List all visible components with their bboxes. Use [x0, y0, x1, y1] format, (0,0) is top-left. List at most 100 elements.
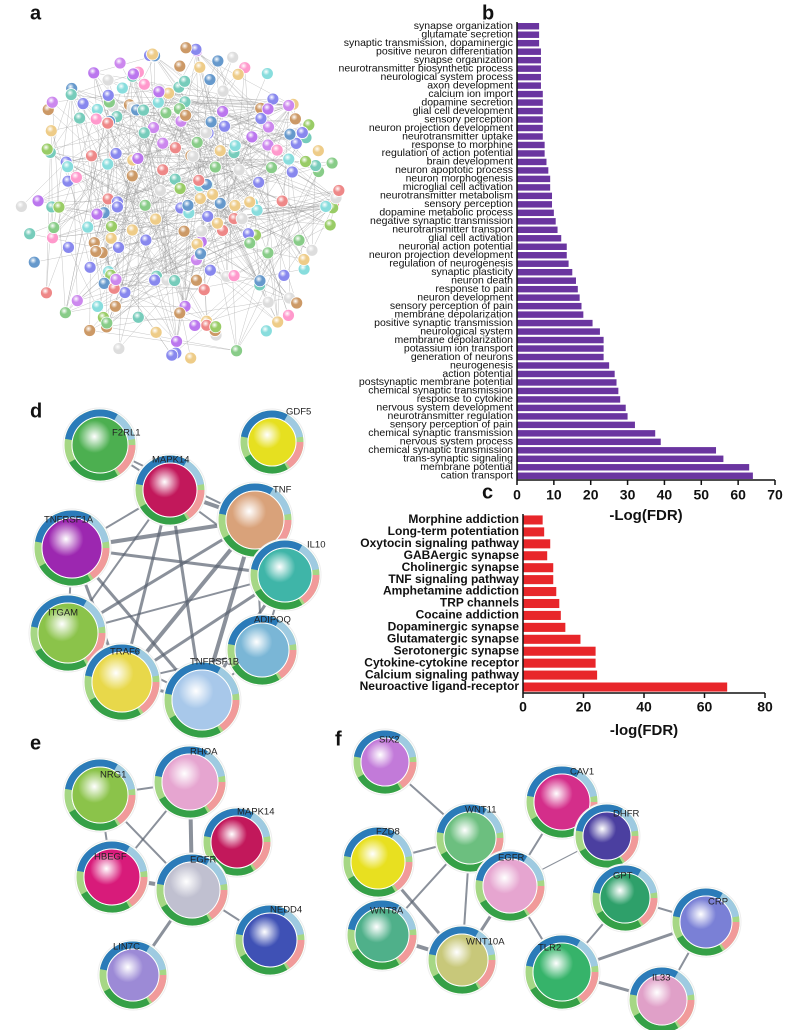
- category-label: neuron development: [417, 291, 513, 303]
- network-node: [44, 124, 58, 138]
- node-ring: [154, 746, 226, 818]
- network-node: [289, 136, 303, 150]
- category-label: Dopaminergic synapse: [388, 620, 520, 634]
- category-label: chemical synaptic transmission: [368, 444, 513, 456]
- network-node: [209, 320, 223, 334]
- node: [532, 942, 592, 1002]
- category-label: TNF signaling pathway: [388, 572, 519, 586]
- network-node: [190, 135, 204, 149]
- network-node: [115, 81, 129, 95]
- node-ring: [227, 615, 297, 685]
- network-node: [184, 351, 198, 365]
- network-node: [259, 324, 273, 338]
- network-edge: [158, 102, 243, 219]
- node-label: ADIPOQ: [254, 615, 291, 626]
- bar: [517, 294, 580, 301]
- network-edge: [53, 132, 145, 228]
- node-ring: [436, 804, 504, 872]
- category-label: Cholinergic synapse: [402, 560, 520, 574]
- category-label: brain development: [427, 156, 513, 168]
- node-ring: [347, 900, 417, 970]
- network-node: [76, 97, 90, 111]
- bar: [517, 455, 724, 463]
- bar: [517, 192, 553, 200]
- x-axis-label: -log(FDR): [610, 722, 678, 739]
- node-ring: [164, 662, 240, 738]
- node-ring: [353, 730, 417, 794]
- network-d: F2RL1 MAPK14 GDF5 TNF TNFRSF1A IL10 ITGAM ADIPO…: [28, 407, 326, 740]
- network-node: [201, 210, 215, 223]
- category-label: sensory perception of pain: [390, 300, 513, 312]
- node-ring: [203, 808, 271, 876]
- network-node: [156, 163, 170, 177]
- bar: [517, 362, 610, 369]
- category-label: chemical synaptic transmission: [368, 427, 513, 439]
- panel-label: c: [482, 481, 493, 503]
- node-ring: [592, 865, 658, 931]
- bar: [523, 670, 598, 680]
- node-ring: [30, 595, 106, 671]
- network-edge: [233, 224, 331, 276]
- network-node: [243, 195, 257, 209]
- network-edge: [124, 110, 144, 293]
- network-node: [206, 187, 220, 201]
- category-label: neurogenesis: [450, 359, 513, 371]
- network-node: [262, 120, 275, 134]
- node-label: TLR2: [538, 943, 561, 954]
- bar: [523, 575, 554, 585]
- network-node: [27, 255, 41, 269]
- node: [106, 948, 160, 1002]
- network-node: [230, 344, 243, 358]
- network-edge: [184, 101, 261, 109]
- bar: [517, 438, 661, 446]
- category-label: neurotransmitter metabolism: [380, 190, 513, 202]
- node: [142, 462, 198, 518]
- node-ring: [629, 967, 695, 1030]
- node-ring: [218, 483, 292, 557]
- node-ring: [135, 455, 205, 525]
- bar: [523, 527, 545, 537]
- node-ring: [525, 935, 599, 1009]
- x-tick-label: 20: [576, 699, 592, 715]
- network-node: [211, 216, 224, 230]
- node-ring: [30, 595, 106, 671]
- bar: [517, 353, 604, 361]
- category-label: negative synaptic transmission: [370, 215, 513, 227]
- network-node: [231, 67, 245, 81]
- network-node: [59, 306, 72, 320]
- network-node: [40, 142, 54, 156]
- bar: [523, 563, 554, 573]
- node-ring: [672, 888, 740, 956]
- panel-label: a: [30, 2, 42, 24]
- network-node: [275, 194, 289, 208]
- category-label: neuron morphogenesis: [406, 173, 513, 185]
- node-ring: [347, 900, 417, 970]
- node-ring: [575, 804, 639, 868]
- network-edge: [184, 98, 273, 103]
- network-edge: [46, 206, 53, 293]
- bar: [517, 472, 753, 479]
- node-ring: [526, 766, 598, 838]
- node-label: LIN7C: [113, 942, 140, 953]
- node-ring: [34, 510, 110, 586]
- bar: [517, 345, 604, 352]
- bar: [517, 311, 584, 318]
- network-edge: [178, 87, 260, 286]
- node-ring: [475, 851, 545, 921]
- network-node: [261, 295, 275, 309]
- category-label: glial cell activation: [428, 232, 513, 244]
- x-tick-label: 30: [620, 487, 636, 503]
- bar: [523, 598, 560, 609]
- node-label: HBEGF: [94, 852, 127, 863]
- network-node: [47, 221, 61, 234]
- x-tick-label: 10: [546, 487, 562, 503]
- network-edge: [233, 152, 305, 270]
- panel-label: b: [482, 2, 494, 24]
- network-node: [45, 95, 59, 109]
- node-ring: [250, 540, 320, 610]
- category-label: neuron death: [451, 274, 513, 286]
- network-edge: [195, 49, 297, 144]
- node-label: ITGAM: [48, 608, 78, 619]
- category-label: synaptic transmission, dopaminergic: [344, 37, 513, 49]
- node: [71, 766, 129, 824]
